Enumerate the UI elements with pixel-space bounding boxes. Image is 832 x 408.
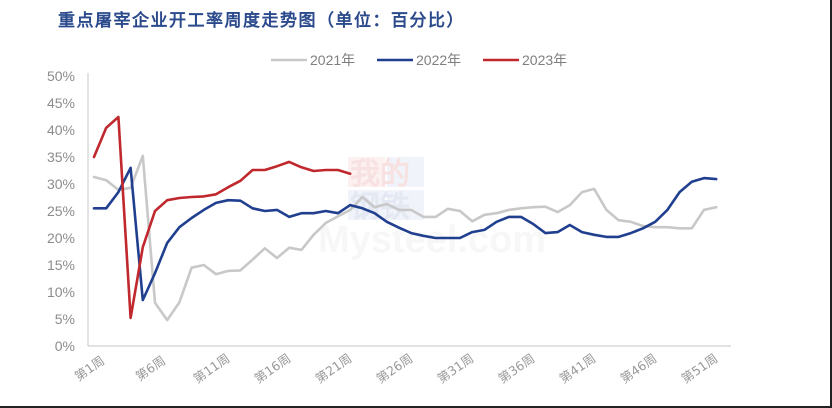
svg-text:Mysteel.com: Mysteel.com (318, 219, 546, 261)
y-tick-label: 35% (47, 149, 75, 165)
x-tick-label: 第51周 (678, 350, 720, 386)
y-tick-label: 30% (47, 176, 75, 192)
legend-label: 2022年 (416, 52, 461, 68)
series-2022-line (92, 166, 718, 302)
x-tick-label: 第11周 (190, 350, 232, 386)
y-tick-label: 40% (47, 122, 75, 138)
chart-title: 重点屠宰企业开工率周度走势图（单位：百分比） (58, 11, 465, 31)
y-tick-label: 20% (47, 230, 75, 246)
x-tick-label: 第1周 (72, 353, 108, 384)
y-tick-label: 10% (47, 284, 75, 300)
x-tick-label: 第31周 (434, 350, 476, 386)
y-tick-label: 50% (47, 68, 75, 84)
legend-label: 2021年 (310, 52, 355, 68)
y-tick-label: 45% (47, 95, 75, 111)
legend-label: 2023年 (522, 52, 567, 68)
y-tick-label: 25% (47, 203, 75, 219)
x-tick-label: 第16周 (251, 350, 293, 386)
x-tick-label: 第6周 (133, 353, 169, 384)
x-tick-label: 第21周 (312, 350, 354, 386)
legend: 2021年 2022年 2023年 (271, 52, 567, 68)
x-tick-label: 第26周 (373, 350, 415, 386)
x-tick-label: 第41周 (556, 350, 598, 386)
x-tick-label: 第46周 (617, 350, 659, 386)
y-tick-label: 15% (47, 257, 75, 273)
svg-text:我的: 我的 (350, 157, 410, 192)
x-tick-label: 第36周 (495, 350, 537, 386)
series-2021-line (92, 154, 718, 322)
y-tick-label: 5% (55, 311, 75, 327)
y-tick-label: 0% (55, 338, 75, 354)
series-2023-line (92, 115, 352, 320)
